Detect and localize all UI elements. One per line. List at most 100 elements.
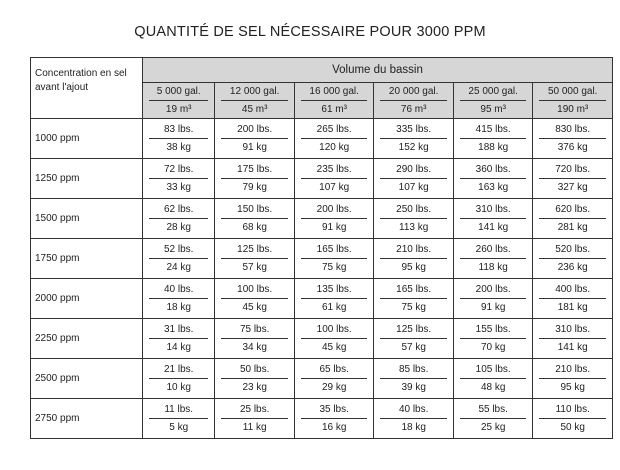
- page-title: QUANTITÉ DE SEL NÉCESSAIRE POUR 3000 PPM: [134, 24, 486, 40]
- table-cell: 200 lbs. 91 kg: [452, 278, 534, 319]
- table-row: 1250 ppm 72 lbs. 33 kg 175 lbs. 79 kg 235 lbs…: [30, 158, 613, 199]
- pounds: 65 lbs.: [300, 364, 368, 379]
- pounds: 40 lbs.: [149, 284, 209, 299]
- pounds: 310 lbs.: [539, 324, 606, 339]
- kilograms: 34 kg: [242, 342, 267, 353]
- table-cell: 265 lbs. 120 kg: [293, 118, 375, 159]
- kilograms: 11 kg: [242, 422, 267, 433]
- kilograms: 91 kg: [480, 302, 506, 313]
- kilograms: 188 kg: [478, 142, 509, 153]
- pounds: 125 lbs.: [221, 244, 288, 259]
- kilograms: 281 kg: [557, 222, 588, 233]
- table-cell: 830 lbs. 376 kg: [532, 118, 613, 159]
- table-row: 1750 ppm 52 lbs. 24 kg 125 lbs. 57 kg 165 lbs…: [30, 238, 613, 279]
- kilograms: 120 kg: [319, 142, 350, 153]
- kilograms: 113 kg: [399, 222, 429, 233]
- table-cell: 165 lbs. 75 kg: [373, 278, 454, 319]
- pounds: 200 lbs.: [221, 124, 288, 139]
- kilograms: 50 kg: [560, 422, 585, 433]
- concentration-label: 2250 ppm: [30, 318, 143, 359]
- pounds: 335 lbs.: [380, 124, 447, 139]
- kilograms: 236 kg: [557, 262, 588, 273]
- kilograms: 28 kg: [166, 222, 191, 233]
- kilograms: 10 kg: [166, 382, 191, 393]
- table-cell: 110 lbs. 50 kg: [532, 398, 613, 439]
- kilograms: 91 kg: [242, 142, 267, 153]
- pounds: 105 lbs.: [459, 364, 527, 379]
- concentration-label: 2750 ppm: [30, 398, 143, 439]
- table-cell: 65 lbs. 29 kg: [293, 358, 375, 399]
- pounds: 125 lbs.: [380, 324, 447, 339]
- pounds: 100 lbs.: [221, 284, 288, 299]
- table-cell: 85 lbs. 39 kg: [373, 358, 454, 399]
- kilograms: 118 kg: [478, 262, 508, 273]
- table-cell: 310 lbs. 141 kg: [452, 198, 534, 239]
- kilograms: 95 kg: [401, 262, 426, 273]
- pounds: 415 lbs.: [459, 124, 527, 139]
- pounds: 50 lbs.: [221, 364, 288, 379]
- pounds: 165 lbs.: [380, 284, 447, 299]
- concentration-label: 1000 ppm: [30, 118, 143, 159]
- pounds: 265 lbs.: [300, 124, 368, 139]
- group-header: Volume du bassin: [142, 57, 613, 83]
- table-cell: 40 lbs. 18 kg: [141, 278, 216, 319]
- table-cell: 520 lbs. 236 kg: [532, 238, 613, 279]
- pounds: 250 lbs.: [380, 204, 447, 219]
- kilograms: 107 kg: [319, 182, 350, 193]
- gallons: 50 000 gal.: [539, 86, 606, 101]
- kilograms: 5 kg: [169, 422, 189, 433]
- pounds: 62 lbs.: [149, 204, 209, 219]
- kilograms: 91 kg: [321, 222, 347, 233]
- table-cell: 250 lbs. 113 kg: [373, 198, 454, 239]
- volume-header: 5 000 gal. 19 m³: [141, 82, 216, 119]
- kilograms: 29 kg: [321, 382, 347, 393]
- table-cell: 105 lbs. 48 kg: [452, 358, 534, 399]
- table-cell: 200 lbs. 91 kg: [214, 118, 295, 159]
- kilograms: 75 kg: [401, 302, 426, 313]
- pounds: 135 lbs.: [300, 284, 368, 299]
- kilograms: 75 kg: [321, 262, 347, 273]
- table-cell: 335 lbs. 152 kg: [373, 118, 454, 159]
- table-cell: 155 lbs. 70 kg: [452, 318, 534, 359]
- pounds: 210 lbs.: [539, 364, 606, 379]
- table-row: 2000 ppm 40 lbs. 18 kg 100 lbs. 45 kg 135 lbs…: [30, 278, 613, 319]
- table-cell: 55 lbs. 25 kg: [452, 398, 534, 439]
- cubic-meters: 190 m³: [557, 104, 589, 115]
- table-cell: 125 lbs. 57 kg: [214, 238, 295, 279]
- pounds: 520 lbs.: [539, 244, 606, 259]
- table-cell: 210 lbs. 95 kg: [532, 358, 613, 399]
- table-cell: 83 lbs. 38 kg: [141, 118, 216, 159]
- kilograms: 141 kg: [478, 222, 509, 233]
- table-cell: 360 lbs. 163 kg: [452, 158, 534, 199]
- table-cell: 35 lbs. 16 kg: [293, 398, 375, 439]
- table-cell: 400 lbs. 181 kg: [532, 278, 613, 319]
- table-cell: 135 lbs. 61 kg: [293, 278, 375, 319]
- table-cell: 200 lbs. 91 kg: [293, 198, 375, 239]
- cubic-meters: 45 m³: [241, 104, 268, 115]
- kilograms: 25 kg: [480, 422, 506, 433]
- corner-label: Concentration en sel avant l'ajout: [30, 57, 143, 119]
- pounds: 21 lbs.: [149, 364, 209, 379]
- kilograms: 70 kg: [480, 342, 506, 353]
- table-cell: 125 lbs. 57 kg: [373, 318, 454, 359]
- kilograms: 181 kg: [557, 302, 588, 313]
- table-cell: 31 lbs. 14 kg: [141, 318, 216, 359]
- kilograms: 39 kg: [401, 382, 426, 393]
- pounds: 31 lbs.: [149, 324, 209, 339]
- table-cell: 235 lbs. 107 kg: [293, 158, 375, 199]
- kilograms: 16 kg: [321, 422, 347, 433]
- kilograms: 48 kg: [480, 382, 506, 393]
- kilograms: 68 kg: [242, 222, 267, 233]
- table-row: 2750 ppm 11 lbs. 5 kg 25 lbs. 11 kg 35 lbs. 16…: [30, 398, 613, 439]
- volume-header: 25 000 gal. 95 m³: [452, 82, 534, 119]
- pounds: 40 lbs.: [380, 404, 447, 419]
- pounds: 55 lbs.: [459, 404, 527, 419]
- gallons: 25 000 gal.: [459, 86, 527, 101]
- table-body: 1000 ppm 83 lbs. 38 kg 200 lbs. 91 kg 265 lbs…: [30, 118, 613, 439]
- pounds: 175 lbs.: [221, 164, 288, 179]
- pounds: 35 lbs.: [300, 404, 368, 419]
- table-row: 2500 ppm 21 lbs. 10 kg 50 lbs. 23 kg 65 lbs. 2…: [30, 358, 613, 399]
- pounds: 290 lbs.: [380, 164, 447, 179]
- table-cell: 310 lbs. 141 kg: [532, 318, 613, 359]
- volume-header: 12 000 gal. 45 m³: [214, 82, 295, 119]
